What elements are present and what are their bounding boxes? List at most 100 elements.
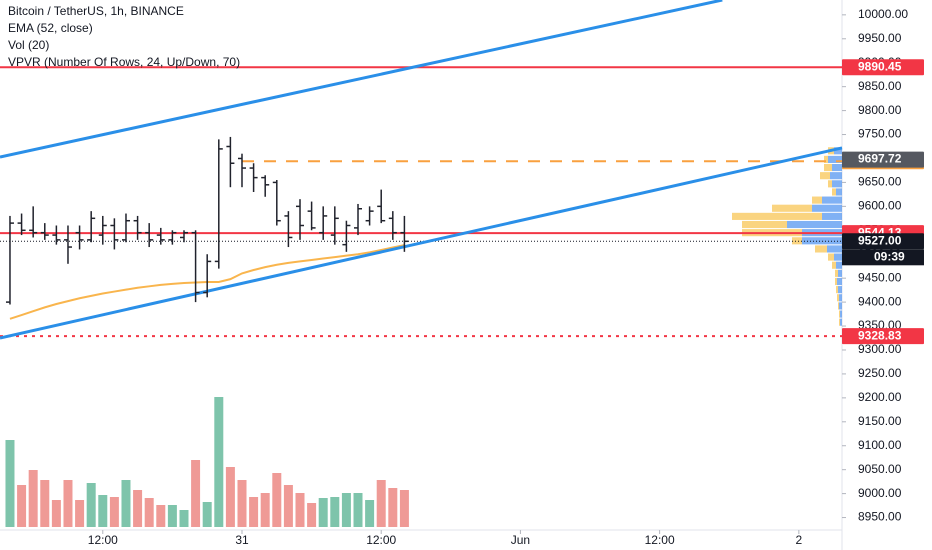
vpvr-down bbox=[828, 253, 834, 261]
x-tick-label: 2 bbox=[796, 533, 803, 547]
y-tick-label: 9150.00 bbox=[858, 414, 902, 428]
y-tick-label: 9100.00 bbox=[858, 438, 902, 452]
volume-bar bbox=[144, 498, 154, 527]
legend-text: Vol (20) bbox=[8, 38, 49, 52]
volume-bar bbox=[179, 510, 189, 527]
y-tick-label: 8950.00 bbox=[858, 510, 902, 524]
volume-bar bbox=[109, 497, 119, 527]
vpvr-down bbox=[820, 172, 830, 180]
trendline bbox=[0, 146, 843, 340]
vpvr-up bbox=[838, 286, 842, 294]
vpvr-down bbox=[838, 302, 839, 310]
y-tick-label: 9450.00 bbox=[858, 270, 902, 284]
vpvr-up bbox=[834, 147, 842, 155]
x-tick-label: Jun bbox=[511, 533, 530, 547]
vpvr-up bbox=[840, 318, 842, 326]
volume-bar bbox=[353, 493, 363, 527]
vpvr-up bbox=[830, 172, 842, 180]
vpvr-up bbox=[812, 204, 842, 212]
volume-bar bbox=[121, 480, 131, 527]
vpvr-up bbox=[837, 277, 842, 286]
y-tick-label: 9950.00 bbox=[858, 31, 902, 45]
volume-bar bbox=[307, 503, 317, 527]
volume-bar bbox=[86, 483, 96, 527]
volume-bar bbox=[167, 505, 177, 527]
price-label-box bbox=[842, 59, 924, 76]
volume-bar bbox=[341, 493, 351, 527]
vpvr-up bbox=[834, 253, 842, 261]
vpvr-down bbox=[835, 269, 838, 277]
vpvr-down bbox=[772, 204, 812, 212]
trendline bbox=[0, 0, 723, 159]
vpvr-down bbox=[828, 180, 832, 188]
vpvr-up bbox=[836, 261, 842, 269]
vpvr-down bbox=[742, 220, 787, 229]
price-axis bbox=[842, 0, 932, 550]
volume-bar bbox=[63, 480, 73, 527]
vpvr-up bbox=[828, 155, 842, 163]
volume-bar bbox=[28, 470, 38, 527]
y-tick-label: 9850.00 bbox=[858, 79, 902, 93]
volume-bar bbox=[388, 488, 398, 527]
x-tick-label: 12:00 bbox=[366, 533, 396, 547]
y-tick-label: 10000.00 bbox=[858, 7, 908, 21]
vpvr-up bbox=[827, 245, 842, 253]
volume-bar bbox=[5, 440, 15, 527]
vpvr-down bbox=[732, 212, 822, 220]
volume-bar bbox=[51, 500, 61, 527]
y-tick-label: 9400.00 bbox=[858, 294, 902, 308]
vpvr-down bbox=[839, 318, 840, 326]
vpvr-up bbox=[838, 269, 842, 277]
legend-text: Bitcoin / TetherUS, 1h, BINANCE bbox=[8, 4, 184, 18]
volume-bar bbox=[295, 493, 305, 527]
y-tick-label: 9750.00 bbox=[858, 127, 902, 141]
volume-bar bbox=[202, 502, 212, 527]
legend-text: VPVR (Number Of Rows, 24, Up/Down, 70) bbox=[8, 55, 240, 69]
legend: Bitcoin / TetherUS, 1h, BINANCE EMA (52,… bbox=[8, 4, 240, 69]
vpvr-down bbox=[792, 237, 802, 245]
volume-bar bbox=[156, 505, 166, 527]
vpvr-up bbox=[822, 196, 842, 204]
vpvr-down bbox=[812, 196, 822, 204]
vpvr-up bbox=[832, 163, 842, 172]
price-label: 9527.00 bbox=[858, 233, 902, 247]
vpvr-down bbox=[832, 261, 836, 269]
volume-bar bbox=[214, 397, 224, 527]
price-label-box bbox=[842, 328, 924, 345]
volume-bar bbox=[399, 490, 409, 527]
vpvr-down bbox=[837, 294, 839, 302]
y-tick-label: 9000.00 bbox=[858, 486, 902, 500]
vpvr-up bbox=[839, 294, 842, 302]
vpvr-up bbox=[832, 180, 842, 188]
price-label-box bbox=[842, 233, 924, 250]
volume-bar bbox=[98, 495, 108, 527]
price-label-box bbox=[842, 151, 924, 168]
countdown-box bbox=[842, 249, 924, 266]
x-tick-label: 31 bbox=[235, 533, 249, 547]
volume-bar bbox=[40, 480, 50, 527]
vpvr-up bbox=[840, 310, 842, 318]
volume-bar bbox=[376, 480, 386, 527]
volume-bar bbox=[17, 485, 27, 527]
volume-bar bbox=[133, 490, 143, 527]
y-tick-label: 9050.00 bbox=[858, 462, 902, 476]
y-tick-label: 9600.00 bbox=[858, 199, 902, 213]
volume-bar bbox=[330, 497, 340, 527]
vpvr-down bbox=[824, 155, 828, 163]
volume-bar bbox=[283, 485, 293, 527]
volume-bar bbox=[249, 497, 259, 527]
y-tick-label: 9300.00 bbox=[858, 342, 902, 356]
vpvr-down bbox=[839, 310, 840, 318]
y-tick-label: 9650.00 bbox=[858, 175, 902, 189]
countdown: 09:39 bbox=[874, 249, 905, 263]
volume-bar bbox=[272, 473, 282, 527]
price-label: 9697.72 bbox=[858, 152, 902, 166]
legend-text: EMA (52, close) bbox=[8, 21, 93, 35]
y-tick-label: 9250.00 bbox=[858, 366, 902, 380]
x-tick-label: 12:00 bbox=[645, 533, 675, 547]
x-tick-label: 12:00 bbox=[88, 533, 118, 547]
plot bbox=[0, 0, 843, 527]
vpvr-up bbox=[839, 302, 842, 310]
y-tick-label: 9200.00 bbox=[858, 390, 902, 404]
